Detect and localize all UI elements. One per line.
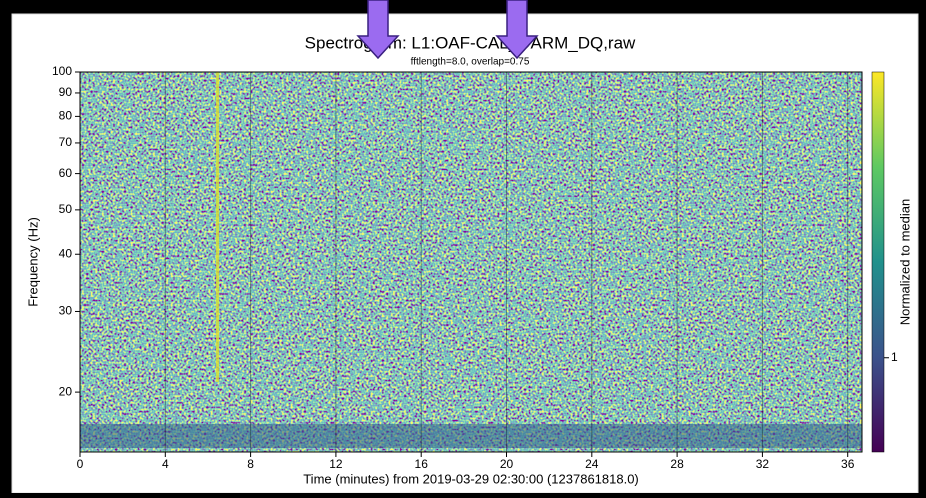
y-tick-label: 20: [59, 384, 73, 398]
y-tick-label: 30: [59, 304, 73, 318]
annotation-arrow: [495, 0, 539, 60]
colorbar-tick-label: 1: [891, 350, 898, 364]
y-tick-label: 90: [59, 85, 73, 99]
x-tick-label: 4: [162, 457, 169, 471]
vertical-glitch: [216, 72, 219, 382]
x-tick-label: 36: [841, 457, 855, 471]
y-tick-label: 50: [59, 202, 73, 216]
y-tick-label: 70: [59, 135, 73, 149]
y-tick-label: 100: [52, 64, 72, 78]
x-tick-label: 0: [77, 457, 84, 471]
chart-subtitle: fftlength=8.0, overlap=0.75: [411, 57, 530, 68]
colorbar: [871, 71, 885, 453]
low-band: [80, 424, 862, 448]
x-tick-label: 16: [415, 457, 429, 471]
x-tick-label: 24: [585, 457, 599, 471]
x-tick-label: 8: [247, 457, 254, 471]
y-tick-label: 80: [59, 109, 73, 123]
chart-title: Spectrogram: L1:OAF-CAL_DARM_DQ,raw: [305, 33, 636, 52]
x-axis-label: Time (minutes) from 2019-03-29 02:30:00 …: [303, 471, 639, 486]
colorbar-label: Normalized to median: [897, 199, 912, 325]
y-tick-label: 40: [59, 246, 73, 260]
x-tick-label: 28: [670, 457, 684, 471]
x-tick-label: 12: [329, 457, 343, 471]
annotation-arrow: [356, 0, 400, 60]
y-axis-label: Frequency (Hz): [25, 217, 40, 307]
plot-border: [79, 71, 863, 453]
spectrogram-image: [80, 72, 862, 452]
x-tick-label: 20: [500, 457, 514, 471]
x-tick-label: 32: [756, 457, 770, 471]
y-tick-label: 60: [59, 166, 73, 180]
